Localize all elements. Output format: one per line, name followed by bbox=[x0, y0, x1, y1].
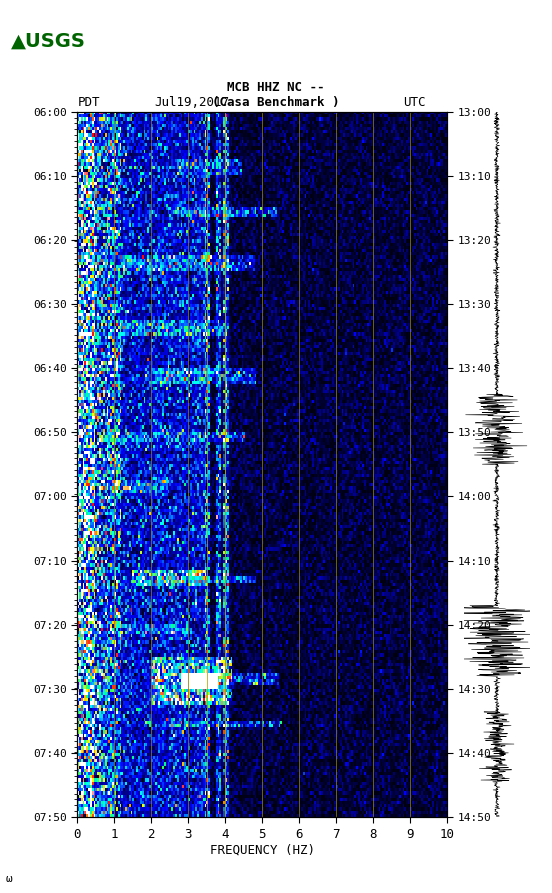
Text: ω: ω bbox=[6, 874, 12, 884]
Text: (Casa Benchmark ): (Casa Benchmark ) bbox=[213, 96, 339, 109]
Text: MCB HHZ NC --: MCB HHZ NC -- bbox=[227, 80, 325, 94]
Text: Jul19,2017: Jul19,2017 bbox=[155, 96, 230, 109]
Text: ▲USGS: ▲USGS bbox=[11, 31, 86, 50]
Text: PDT: PDT bbox=[77, 96, 100, 109]
X-axis label: FREQUENCY (HZ): FREQUENCY (HZ) bbox=[210, 843, 315, 856]
Text: UTC: UTC bbox=[403, 96, 426, 109]
